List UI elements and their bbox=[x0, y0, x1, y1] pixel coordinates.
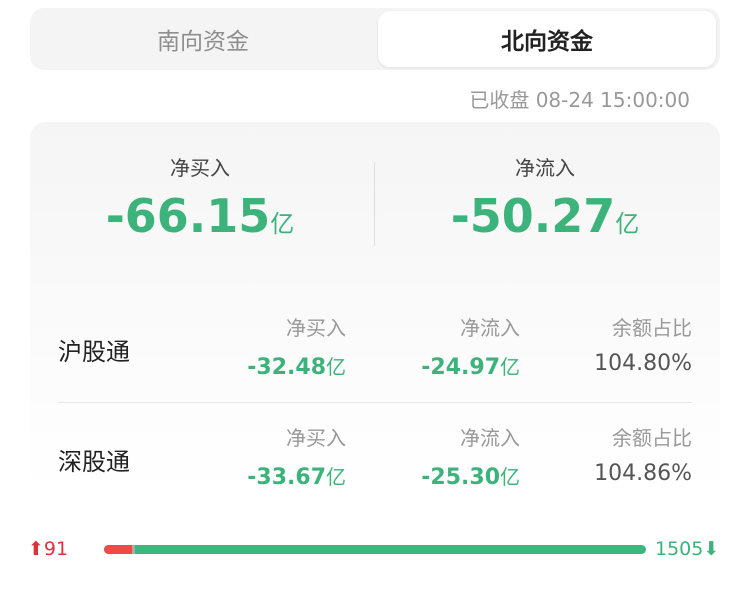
decliners: 1505⬇ bbox=[655, 538, 720, 560]
divider bbox=[374, 162, 375, 246]
summary-net-inflow: 净流入 -50.27亿 bbox=[375, 152, 715, 243]
row-shenzhen-connect: 深股通 净买入 -33.67亿 净流入 -25.30亿 余额占比 104.86% bbox=[58, 404, 692, 512]
arrow-down-icon: ⬇ bbox=[703, 538, 720, 560]
tab-northbound[interactable]: 北向资金 bbox=[378, 11, 716, 67]
advancers-fill bbox=[104, 545, 135, 554]
col-value: -33.67亿 bbox=[247, 465, 346, 490]
fund-direction-tabs: 南向资金 北向资金 bbox=[30, 8, 720, 70]
arrow-up-icon: ⬆ bbox=[28, 538, 44, 560]
row-name: 深股通 bbox=[58, 448, 130, 476]
col-label: 净流入 bbox=[460, 316, 520, 340]
summary-value: -50.27亿 bbox=[450, 189, 640, 243]
col-value: -24.97亿 bbox=[421, 355, 520, 380]
summary-label: 净流入 bbox=[515, 156, 575, 180]
col-label: 余额占比 bbox=[612, 316, 692, 340]
col-value: -25.30亿 bbox=[421, 465, 520, 490]
summary-value: -66.15亿 bbox=[105, 189, 295, 243]
breadth-bar bbox=[104, 545, 646, 554]
summary-label: 净买入 bbox=[170, 156, 230, 180]
col-value: 104.86% bbox=[594, 461, 692, 486]
col-value: -32.48亿 bbox=[247, 355, 346, 380]
col-value: 104.80% bbox=[594, 351, 692, 376]
market-status-time: 已收盘 08-24 15:00:00 bbox=[469, 88, 690, 112]
col-label: 净买入 bbox=[286, 426, 346, 450]
col-label: 净买入 bbox=[286, 316, 346, 340]
row-name: 沪股通 bbox=[58, 338, 130, 366]
row-divider bbox=[58, 402, 692, 403]
summary-net-buy: 净买入 -66.15亿 bbox=[30, 152, 370, 243]
row-shanghai-connect: 沪股通 净买入 -32.48亿 净流入 -24.97亿 余额占比 104.80% bbox=[58, 294, 692, 402]
advancers: ⬆91 bbox=[28, 538, 69, 560]
col-label: 余额占比 bbox=[612, 426, 692, 450]
flow-card: 净买入 -66.15亿 净流入 -50.27亿 沪股通 净买入 -32.48亿 净… bbox=[30, 122, 720, 512]
tab-southbound[interactable]: 南向资金 bbox=[157, 29, 249, 55]
col-label: 净流入 bbox=[460, 426, 520, 450]
